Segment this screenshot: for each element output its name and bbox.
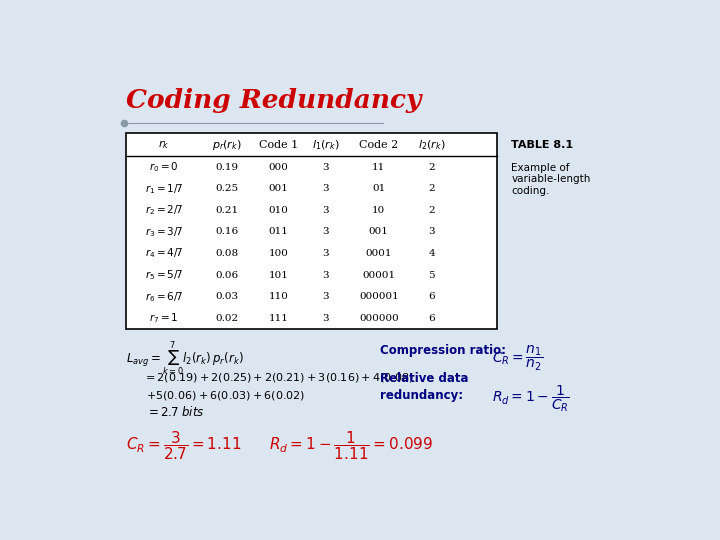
Text: 3: 3: [323, 227, 329, 237]
Text: 0.19: 0.19: [215, 163, 238, 172]
Text: 3: 3: [323, 184, 329, 193]
Text: $r_6 = 6/7$: $r_6 = 6/7$: [145, 290, 183, 303]
Text: 3: 3: [323, 271, 329, 280]
Text: 00001: 00001: [362, 271, 395, 280]
Text: 5: 5: [428, 271, 435, 280]
Text: $r_1 = 1/7$: $r_1 = 1/7$: [145, 182, 183, 195]
Text: 2: 2: [428, 163, 435, 172]
Text: 101: 101: [269, 271, 288, 280]
Text: 000001: 000001: [359, 292, 399, 301]
Text: $+ 5(0.06) + 6(0.03) + 6(0.02)$: $+ 5(0.06) + 6(0.03) + 6(0.02)$: [145, 389, 305, 402]
Text: 4: 4: [428, 249, 435, 258]
Text: 0.03: 0.03: [215, 292, 238, 301]
Text: 010: 010: [269, 206, 288, 215]
Text: Code 2: Code 2: [359, 140, 398, 150]
Text: $= 2(0.19) + 2(0.25) + 2(0.21) + 3(0.16) + 4(0.08)$: $= 2(0.19) + 2(0.25) + 2(0.21) + 3(0.16)…: [143, 371, 414, 384]
Text: 3: 3: [323, 163, 329, 172]
Text: 3: 3: [323, 249, 329, 258]
Text: Example of
variable-length
coding.: Example of variable-length coding.: [511, 163, 590, 195]
Text: $r_3 = 3/7$: $r_3 = 3/7$: [145, 225, 183, 239]
Text: $p_r(r_k)$: $p_r(r_k)$: [212, 138, 242, 152]
Text: 2: 2: [428, 184, 435, 193]
Text: 0.25: 0.25: [215, 184, 238, 193]
Text: $r_5 = 5/7$: $r_5 = 5/7$: [145, 268, 183, 282]
Text: 001: 001: [269, 184, 288, 193]
Text: TABLE 8.1: TABLE 8.1: [511, 140, 573, 150]
Text: $R_d = 1 - \dfrac{1}{1.11} = 0.099$: $R_d = 1 - \dfrac{1}{1.11} = 0.099$: [269, 429, 433, 462]
Text: 0001: 0001: [366, 249, 392, 258]
Text: $l_1(r_k)$: $l_1(r_k)$: [312, 138, 340, 152]
Text: 10: 10: [372, 206, 385, 215]
Text: 6: 6: [428, 292, 435, 301]
Text: 000000: 000000: [359, 314, 399, 323]
Text: 2: 2: [428, 206, 435, 215]
Text: 3: 3: [323, 292, 329, 301]
Text: 100: 100: [269, 249, 288, 258]
Text: $l_2(r_k)$: $l_2(r_k)$: [418, 138, 446, 152]
Text: 0.06: 0.06: [215, 271, 238, 280]
Text: $R_d = 1 - \dfrac{1}{C_R}$: $R_d = 1 - \dfrac{1}{C_R}$: [492, 383, 570, 414]
Text: $= 2.7\;bits$: $= 2.7\;bits$: [145, 406, 204, 420]
Text: 0.08: 0.08: [215, 249, 238, 258]
Text: $r_0 = 0$: $r_0 = 0$: [149, 160, 179, 174]
Text: $r_k$: $r_k$: [158, 138, 170, 151]
Text: $r_4 = 4/7$: $r_4 = 4/7$: [145, 247, 183, 260]
Text: $C_R = \dfrac{3}{2.7} = 1.11$: $C_R = \dfrac{3}{2.7} = 1.11$: [126, 429, 242, 462]
Text: 001: 001: [369, 227, 389, 237]
Text: 0.16: 0.16: [215, 227, 238, 237]
Text: 3: 3: [428, 227, 435, 237]
Text: 01: 01: [372, 184, 385, 193]
Text: 000: 000: [269, 163, 288, 172]
Text: 011: 011: [269, 227, 288, 237]
Text: 111: 111: [269, 314, 288, 323]
Text: 3: 3: [323, 314, 329, 323]
Text: Compression ratio:: Compression ratio:: [380, 343, 506, 356]
Text: $r_7 = 1$: $r_7 = 1$: [149, 312, 179, 325]
Text: 3: 3: [323, 206, 329, 215]
Text: Coding Redundancy: Coding Redundancy: [126, 87, 422, 113]
Text: 0.21: 0.21: [215, 206, 238, 215]
Text: 6: 6: [428, 314, 435, 323]
Text: 11: 11: [372, 163, 385, 172]
Text: 0.02: 0.02: [215, 314, 238, 323]
Text: Code 1: Code 1: [258, 140, 298, 150]
Text: 110: 110: [269, 292, 288, 301]
Text: $C_R = \dfrac{n_1}{n_2}$: $C_R = \dfrac{n_1}{n_2}$: [492, 344, 543, 373]
Text: Relative data
redundancy:: Relative data redundancy:: [380, 373, 469, 402]
Text: $L_{avg} = \sum_{k=0}^{7} l_2(r_k)\,p_r(r_k)$: $L_{avg} = \sum_{k=0}^{7} l_2(r_k)\,p_r(…: [126, 340, 244, 378]
Text: $r_2 = 2/7$: $r_2 = 2/7$: [145, 204, 183, 217]
